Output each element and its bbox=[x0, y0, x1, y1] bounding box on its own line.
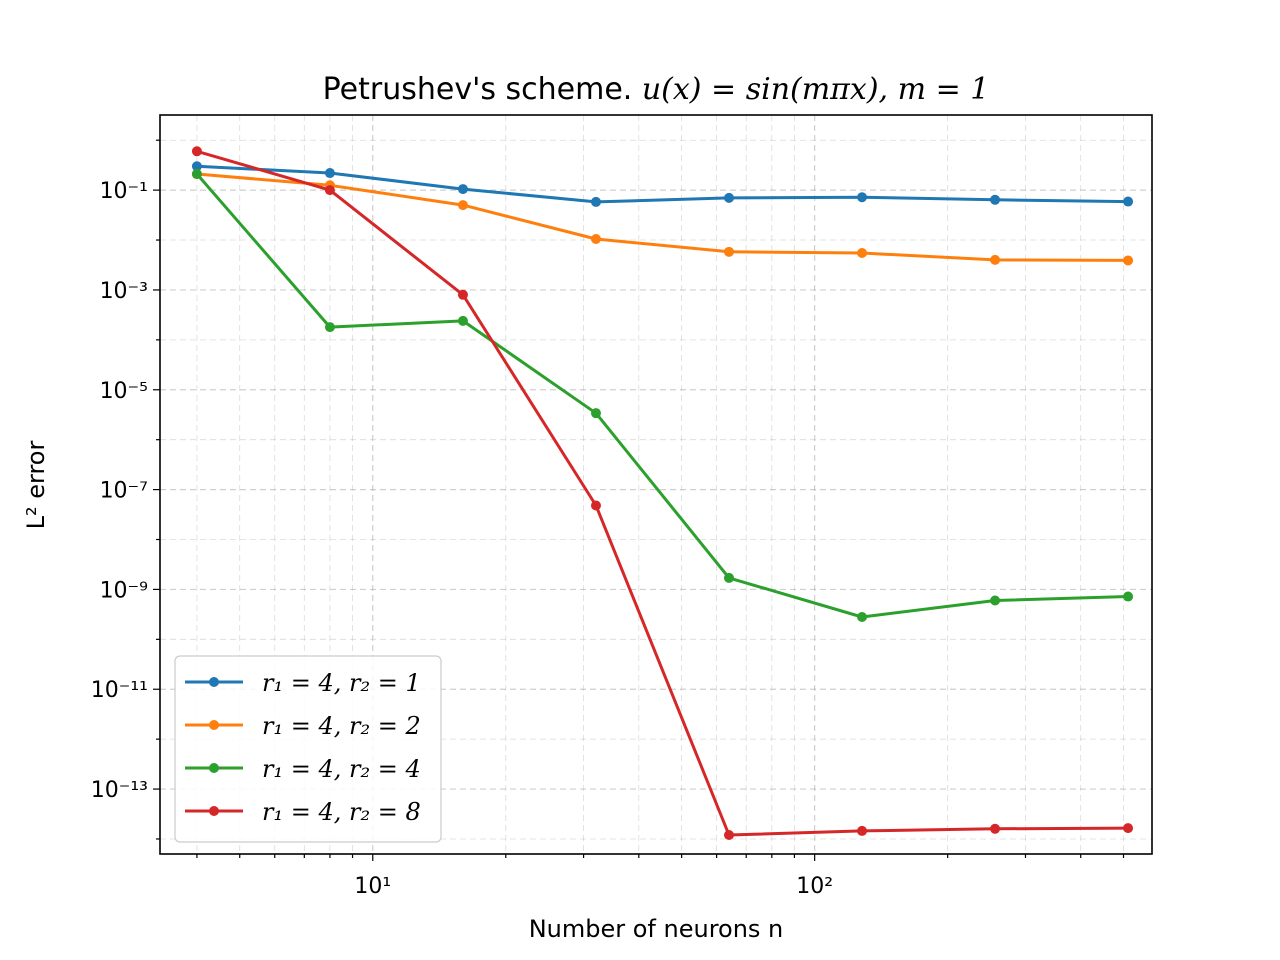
data-point bbox=[1123, 591, 1134, 602]
legend-label: r₁ = 4, r₂ = 2 bbox=[262, 712, 421, 740]
data-point bbox=[324, 322, 335, 333]
data-point bbox=[990, 595, 1001, 606]
data-point bbox=[590, 500, 601, 511]
y-tick-label: 10⁻⁵ bbox=[100, 379, 148, 404]
x-axis-label: Number of neurons n bbox=[529, 915, 784, 943]
data-point bbox=[457, 184, 468, 195]
data-point bbox=[857, 192, 868, 203]
y-tick-label: 10⁻³ bbox=[100, 279, 148, 304]
series-3 bbox=[191, 169, 1134, 623]
legend-box bbox=[174, 655, 442, 843]
series-line bbox=[196, 149, 1129, 837]
y-tick-label: 10⁻⁹ bbox=[100, 578, 148, 603]
legend-marker bbox=[209, 763, 219, 773]
data-point bbox=[724, 572, 735, 583]
data-point bbox=[324, 168, 335, 179]
data-point bbox=[724, 246, 735, 257]
data-point bbox=[857, 825, 868, 836]
data-point bbox=[857, 612, 868, 623]
data-point bbox=[457, 289, 468, 300]
y-tick-label: 10⁻¹ bbox=[100, 179, 148, 204]
series-4 bbox=[191, 146, 1134, 841]
series-lines bbox=[191, 146, 1134, 841]
legend-marker bbox=[209, 677, 219, 687]
series-1 bbox=[191, 161, 1134, 207]
series-2 bbox=[191, 169, 1134, 266]
y-tick-label: 10⁻⁷ bbox=[100, 479, 148, 504]
y-axis-label: L² error bbox=[22, 441, 50, 530]
series-line bbox=[196, 164, 1129, 204]
data-point bbox=[724, 192, 735, 203]
data-point bbox=[1123, 196, 1134, 207]
data-point bbox=[324, 185, 335, 196]
legend: r₁ = 4, r₂ = 1 r₁ = 4, r₂ = 2 r₁ = 4, r₂ =… bbox=[174, 655, 442, 843]
data-point bbox=[457, 200, 468, 211]
y-tick-label: 10⁻¹³ bbox=[91, 778, 148, 803]
legend-marker bbox=[209, 806, 219, 816]
legend-label: r₁ = 4, r₂ = 4 bbox=[262, 755, 421, 783]
data-point bbox=[590, 196, 601, 207]
x-tick-label: 10² bbox=[796, 874, 833, 899]
data-point bbox=[457, 315, 468, 326]
legend-label: r₁ = 4, r₂ = 1 bbox=[262, 669, 421, 697]
plot-frame bbox=[159, 114, 1153, 855]
data-point bbox=[990, 823, 1001, 834]
data-point bbox=[590, 233, 601, 244]
data-point bbox=[990, 194, 1001, 205]
series-line bbox=[196, 172, 1129, 262]
x-tick-label: 10¹ bbox=[354, 874, 391, 899]
legend-marker bbox=[209, 720, 219, 730]
data-point bbox=[590, 408, 601, 419]
legend-label: r₁ = 4, r₂ = 8 bbox=[262, 798, 421, 826]
chart-title: Petrushev's scheme. u(x) = sin(mπx), m =… bbox=[323, 72, 990, 107]
data-point bbox=[857, 247, 868, 258]
data-point bbox=[1123, 823, 1134, 834]
data-point bbox=[191, 161, 202, 172]
series-line bbox=[195, 173, 1129, 619]
x-axis: 10¹ 10² bbox=[196, 854, 1125, 899]
data-point bbox=[191, 146, 202, 157]
y-axis: 10⁻¹ 10⁻³ 10⁻⁵ 10⁻⁷ 10⁻⁹ 10⁻¹¹ 10⁻¹³ bbox=[91, 139, 160, 840]
y-tick-label: 10⁻¹¹ bbox=[91, 678, 148, 703]
data-point bbox=[1123, 255, 1134, 266]
data-point bbox=[191, 169, 202, 180]
data-point bbox=[724, 830, 735, 841]
data-point bbox=[990, 254, 1001, 265]
